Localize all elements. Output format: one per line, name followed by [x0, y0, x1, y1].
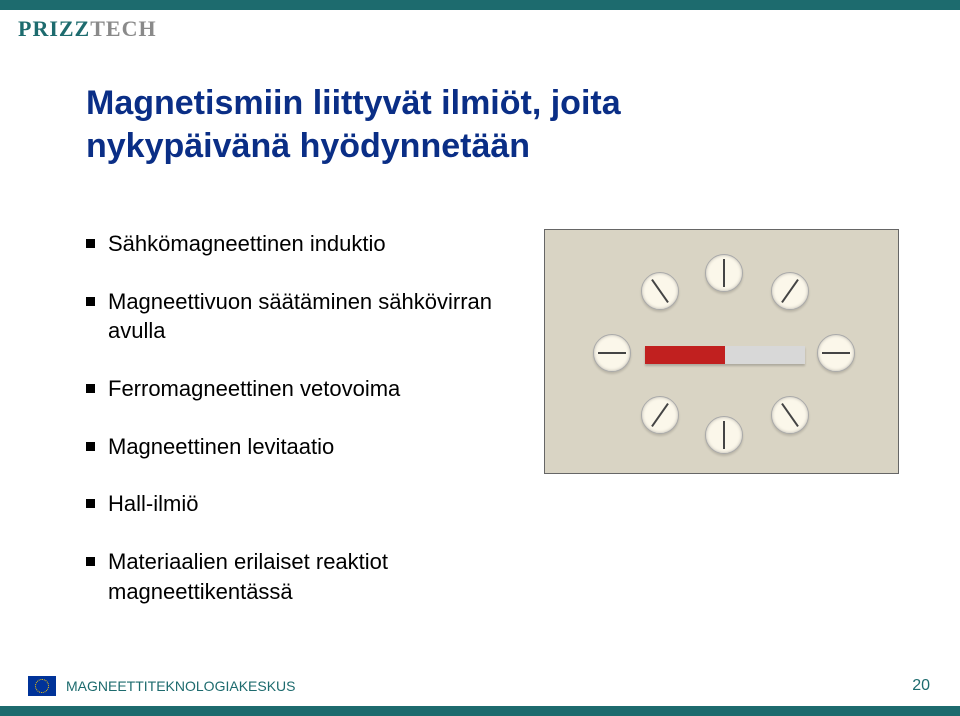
- slide-footer: MAGNEETTITEKNOLOGIAKESKUS 20: [0, 676, 960, 696]
- list-item: Magneettivuon säätäminen sähkövirran avu…: [86, 287, 516, 346]
- list-item: Materiaalien erilaiset reaktiot magneett…: [86, 547, 516, 606]
- list-item: Magneettinen levitaatio: [86, 432, 516, 462]
- footer-text: MAGNEETTITEKNOLOGIAKESKUS: [66, 678, 296, 694]
- list-item: Hall-ilmiö: [86, 489, 516, 519]
- slide-title: Magnetismiin liittyvät ilmiöt, joita nyk…: [86, 82, 900, 167]
- magnet-compass-figure: [544, 229, 899, 474]
- title-line-1: Magnetismiin liittyvät ilmiöt, joita: [86, 82, 900, 125]
- logo-part-1: PRIZZ: [18, 16, 90, 41]
- slide-content: Magnetismiin liittyvät ilmiöt, joita nyk…: [86, 82, 900, 635]
- compass-icon: [771, 396, 809, 434]
- title-line-2: nykypäivänä hyödynnetään: [86, 125, 900, 168]
- compass-icon: [593, 334, 631, 372]
- page-number: 20: [912, 677, 930, 695]
- bullet-list: Sähkömagneettinen induktio Magneettivuon…: [86, 229, 516, 635]
- magnet-south-pole: [725, 346, 805, 364]
- magnet-north-pole: [645, 346, 725, 364]
- compass-icon: [771, 272, 809, 310]
- footer-left: MAGNEETTITEKNOLOGIAKESKUS: [28, 676, 296, 696]
- compass-icon: [817, 334, 855, 372]
- eu-flag-icon: [28, 676, 56, 696]
- compass-icon: [641, 396, 679, 434]
- bottom-brand-bar: [0, 706, 960, 716]
- logo-part-2: TECH: [90, 16, 156, 41]
- brand-logo: PRIZZTECH: [18, 16, 157, 42]
- top-brand-bar: [0, 0, 960, 10]
- compass-icon: [705, 254, 743, 292]
- compass-icon: [641, 272, 679, 310]
- slide-body: Sähkömagneettinen induktio Magneettivuon…: [86, 229, 900, 635]
- compass-icon: [705, 416, 743, 454]
- bar-magnet-icon: [645, 346, 805, 364]
- list-item: Sähkömagneettinen induktio: [86, 229, 516, 259]
- list-item: Ferromagneettinen vetovoima: [86, 374, 516, 404]
